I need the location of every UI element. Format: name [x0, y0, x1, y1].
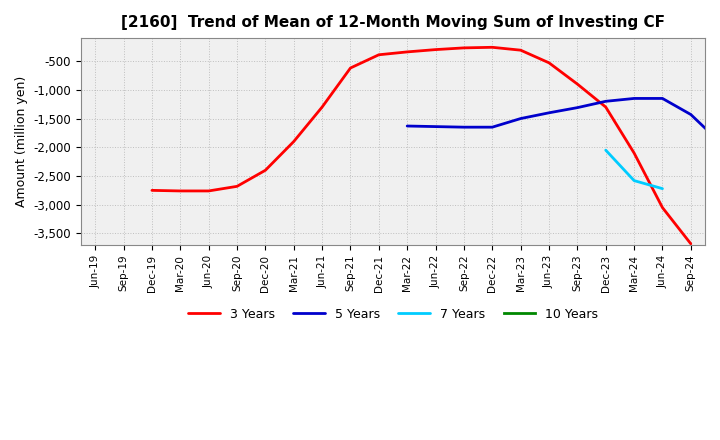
5 Years	[630, 96, 639, 101]
3 Years	[573, 81, 582, 87]
Title: [2160]  Trend of Mean of 12-Month Moving Sum of Investing CF: [2160] Trend of Mean of 12-Month Moving …	[121, 15, 665, 30]
5 Years	[488, 125, 497, 130]
3 Years	[488, 45, 497, 50]
3 Years	[176, 188, 184, 194]
5 Years	[686, 112, 695, 117]
7 Years	[658, 186, 667, 191]
3 Years	[346, 66, 355, 71]
Line: 5 Years: 5 Years	[408, 99, 720, 159]
3 Years	[204, 188, 213, 194]
5 Years	[545, 110, 554, 115]
3 Years	[545, 60, 554, 66]
3 Years	[148, 188, 156, 193]
3 Years	[686, 241, 695, 246]
7 Years	[630, 178, 639, 183]
Line: 3 Years: 3 Years	[152, 48, 690, 244]
3 Years	[318, 104, 326, 110]
7 Years	[601, 147, 610, 153]
3 Years	[630, 150, 639, 156]
Y-axis label: Amount (million yen): Amount (million yen)	[15, 76, 28, 207]
3 Years	[374, 52, 383, 57]
3 Years	[516, 48, 525, 53]
5 Years	[431, 124, 440, 129]
3 Years	[459, 45, 468, 51]
3 Years	[289, 139, 298, 144]
5 Years	[516, 116, 525, 121]
3 Years	[431, 47, 440, 52]
5 Years	[403, 123, 412, 128]
5 Years	[573, 105, 582, 110]
3 Years	[261, 168, 270, 173]
3 Years	[403, 49, 412, 55]
5 Years	[459, 125, 468, 130]
3 Years	[658, 205, 667, 210]
5 Years	[715, 139, 720, 144]
5 Years	[601, 99, 610, 104]
Legend: 3 Years, 5 Years, 7 Years, 10 Years: 3 Years, 5 Years, 7 Years, 10 Years	[184, 303, 603, 326]
3 Years	[233, 184, 241, 189]
3 Years	[601, 104, 610, 110]
Line: 7 Years: 7 Years	[606, 150, 662, 189]
5 Years	[658, 96, 667, 101]
